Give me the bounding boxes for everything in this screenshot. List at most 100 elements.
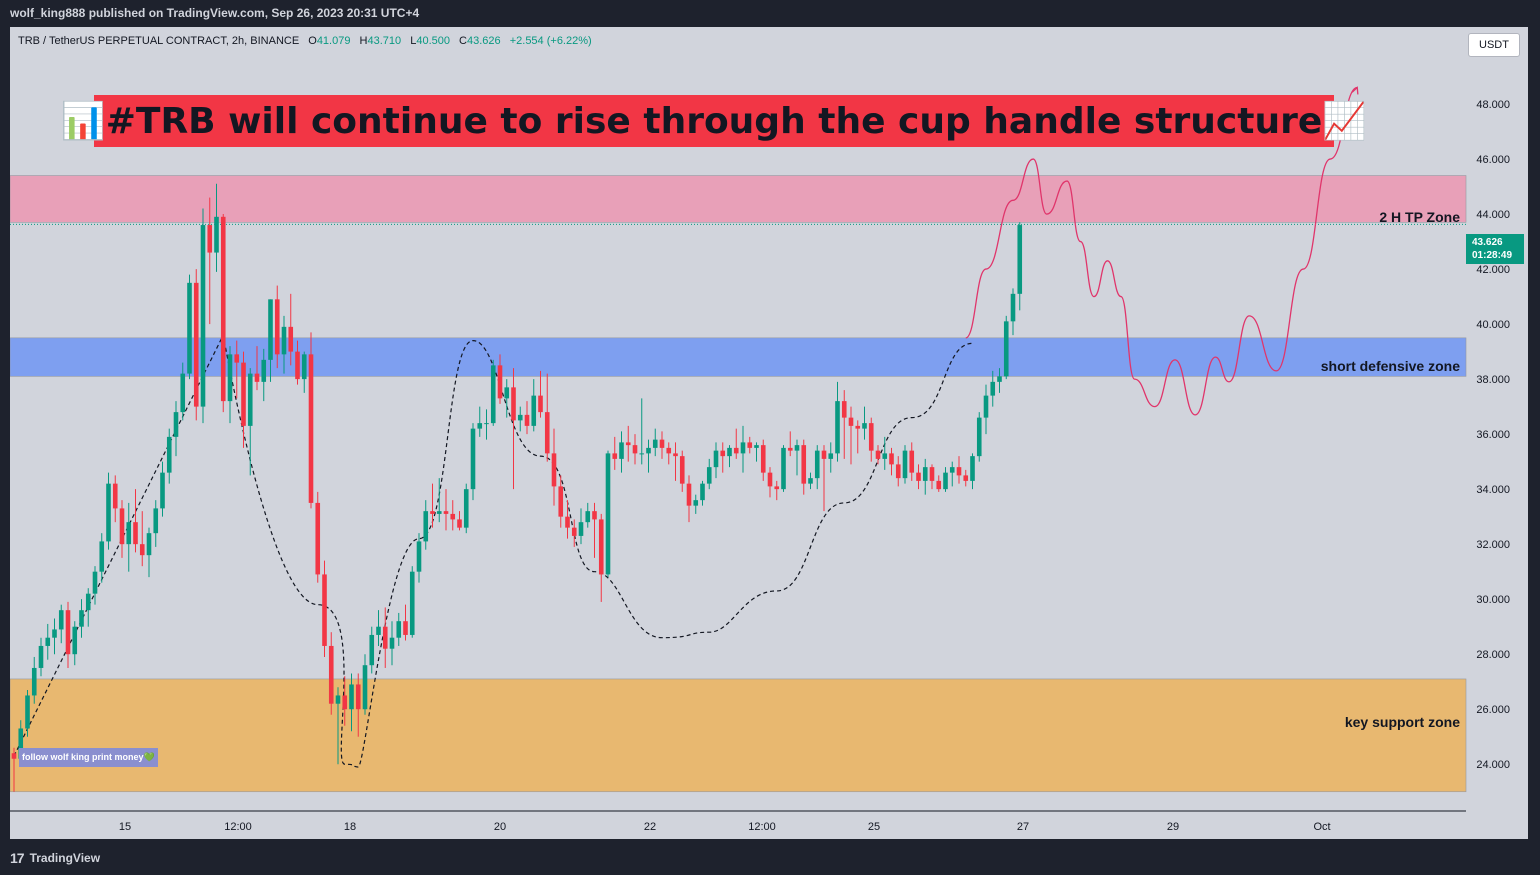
candle — [463, 483, 469, 534]
candle — [281, 315, 287, 374]
candle — [423, 500, 429, 550]
candle — [328, 632, 334, 715]
chart-frame[interactable]: 50.00048.00046.00044.00042.00040.00038.0… — [10, 27, 1528, 839]
x-tick-label: 18 — [344, 821, 356, 833]
x-tick-label: 22 — [644, 821, 656, 833]
candle-body — [592, 511, 597, 520]
candle-body — [31, 667, 37, 696]
candle — [571, 519, 577, 547]
candle-body — [126, 522, 132, 545]
candle-body — [511, 387, 516, 421]
candle — [180, 362, 186, 421]
bar-countdown: 01:28:49 — [1472, 250, 1513, 261]
candle — [517, 406, 523, 432]
high-value: 43.710 — [367, 35, 402, 47]
candle-body — [538, 395, 543, 413]
headline-banner: 📊#TRB will continue to rise through the … — [61, 95, 1367, 147]
candle-body — [922, 467, 928, 481]
candle — [646, 439, 651, 473]
candle-body — [315, 502, 321, 575]
candle — [862, 406, 867, 440]
candle-body — [65, 610, 71, 655]
candle — [922, 458, 928, 495]
candle — [875, 445, 881, 465]
y-tick-label: 40.000 — [1476, 319, 1510, 331]
candle — [227, 346, 233, 424]
candle — [774, 480, 780, 501]
candle — [106, 472, 111, 550]
candle-body — [646, 447, 651, 454]
candle — [369, 626, 375, 674]
candle — [733, 428, 739, 459]
candle — [65, 601, 71, 668]
candle — [72, 621, 78, 666]
currency-button[interactable]: USDT — [1468, 33, 1520, 57]
candle — [173, 401, 179, 457]
candle-body — [58, 610, 64, 630]
candle — [362, 654, 368, 715]
candle — [531, 379, 537, 432]
candle — [895, 456, 901, 487]
candle-body — [52, 629, 57, 638]
candle — [970, 453, 975, 490]
candle-body — [605, 453, 611, 575]
candle — [274, 285, 280, 369]
candle — [234, 340, 240, 399]
candle-body — [193, 282, 199, 407]
tradingview-footer[interactable]: 17 TradingView — [10, 850, 100, 866]
candle-body — [38, 645, 44, 668]
low-label: L — [410, 35, 417, 47]
candle-body — [855, 425, 861, 429]
candle — [288, 293, 294, 366]
candle — [612, 436, 618, 470]
candle-body — [254, 373, 260, 382]
candle — [598, 513, 604, 602]
candle — [166, 428, 172, 484]
candle-body — [416, 541, 422, 572]
candle-body — [335, 695, 341, 704]
high-label: H — [359, 35, 368, 47]
price-chart[interactable]: 50.00048.00046.00044.00042.00040.00038.0… — [10, 27, 1528, 839]
support-zone-label: key support zone — [1344, 714, 1460, 730]
candle-body — [963, 475, 969, 481]
candle — [25, 689, 30, 737]
candle-body — [173, 412, 179, 437]
open-label: O — [308, 35, 317, 47]
candle-body — [666, 447, 672, 454]
candle — [585, 502, 591, 528]
candle-body — [686, 483, 692, 506]
candle-body — [1017, 225, 1023, 294]
candle-body — [848, 417, 854, 426]
candle-body — [733, 447, 739, 454]
candle-body — [430, 511, 435, 514]
candle — [160, 461, 165, 517]
candle-body — [794, 445, 800, 451]
candle-body — [112, 483, 118, 509]
candle — [686, 475, 692, 523]
x-tick-label: 29 — [1167, 821, 1179, 833]
tp-zone-label: 2 H TP Zone — [1379, 209, 1460, 225]
x-tick-label: 20 — [494, 821, 506, 833]
candle-body — [929, 467, 935, 481]
projection-layer — [965, 86, 1359, 416]
candle — [99, 533, 105, 583]
candle — [787, 431, 793, 457]
candle — [355, 673, 361, 737]
candle-body — [288, 326, 294, 352]
candle-body — [868, 423, 874, 451]
candle-body — [187, 282, 192, 374]
candle-body — [99, 541, 105, 572]
candle-body — [598, 519, 604, 575]
candle-body — [632, 445, 638, 454]
candle-body — [774, 486, 780, 490]
candle-body — [808, 478, 813, 484]
candle-body — [801, 445, 807, 484]
candle-body — [504, 387, 510, 399]
candle-body — [322, 574, 327, 646]
candle-body — [342, 695, 348, 710]
candle-body — [781, 447, 786, 490]
candle-body — [875, 450, 881, 459]
candle — [389, 621, 395, 666]
candle-body — [740, 442, 746, 454]
candle — [558, 475, 564, 528]
